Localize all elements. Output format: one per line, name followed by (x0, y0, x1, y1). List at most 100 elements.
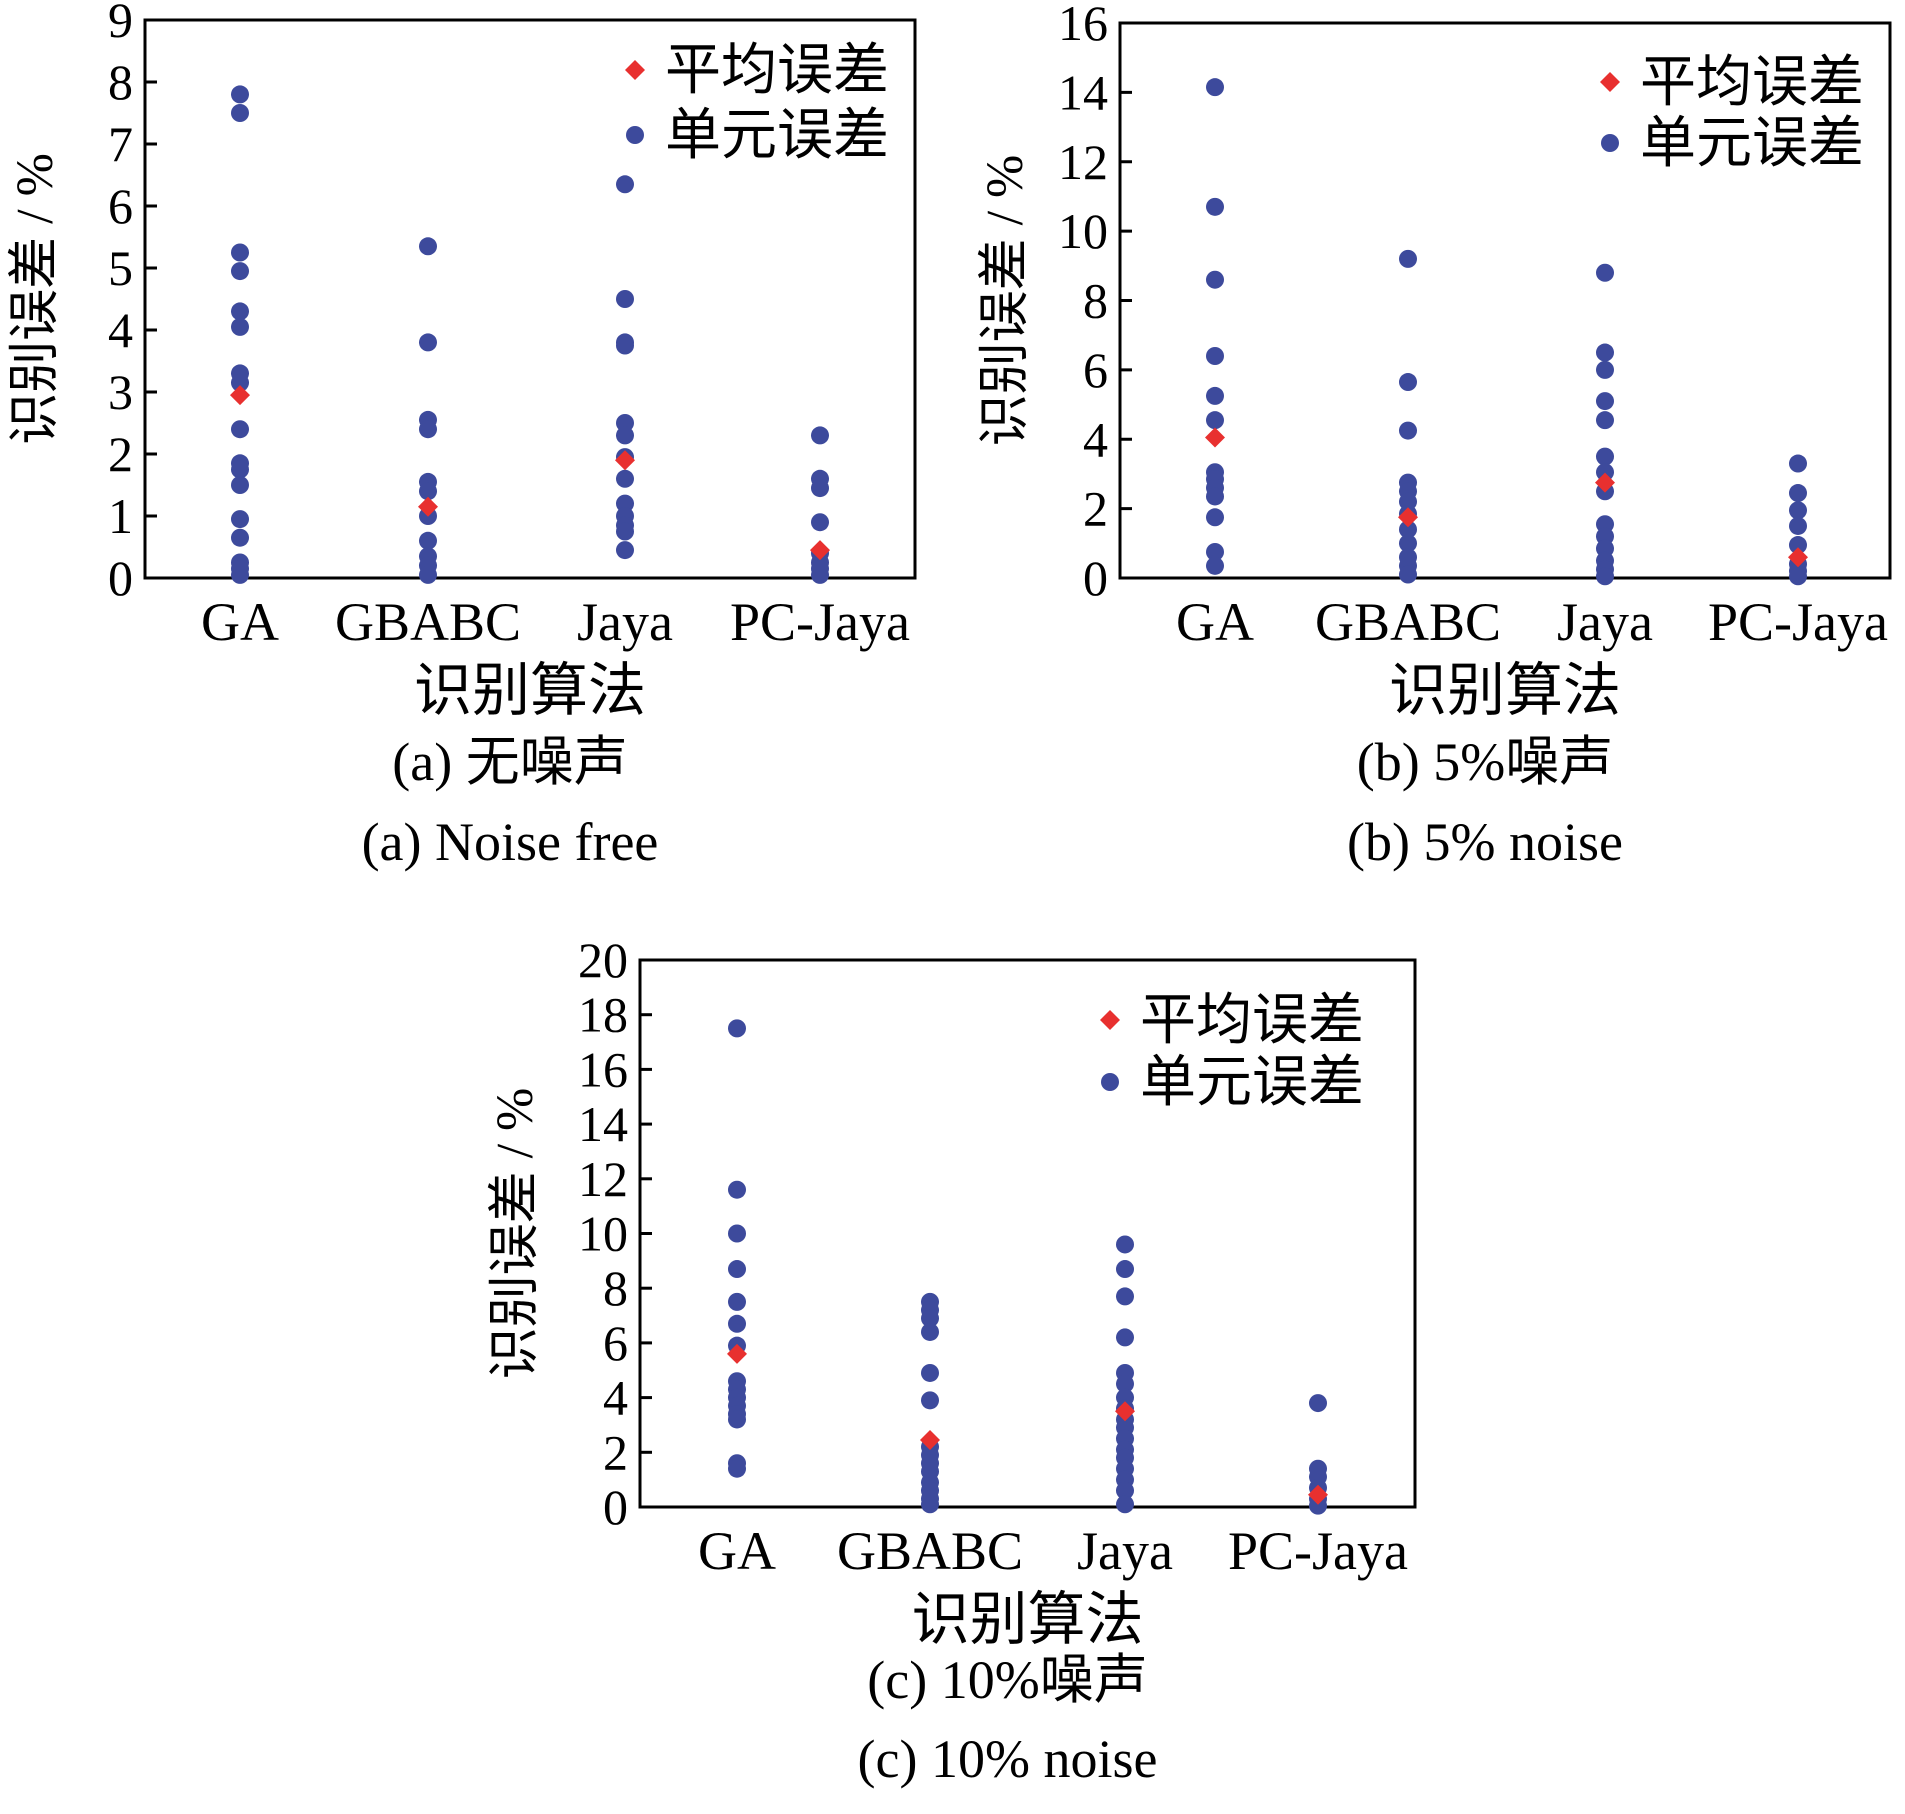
unit-error-point (1789, 501, 1807, 520)
caption-cn: (c) 10%噪声 (867, 1650, 1147, 1710)
y-tick-label: 7 (108, 116, 133, 172)
y-tick-label: 12 (1058, 134, 1108, 190)
unit-error-point (1789, 454, 1807, 473)
unit-error-point (1116, 1328, 1134, 1347)
unit-error-point (1116, 1374, 1134, 1393)
x-category-label: Jaya (577, 592, 673, 652)
unit-error-point (419, 482, 437, 501)
y-tick-label: 16 (578, 1041, 628, 1097)
unit-error-point (728, 1292, 746, 1311)
unit-error-point (1596, 392, 1614, 411)
mean-error-marker (810, 540, 830, 561)
x-category-label: PC-Jaya (730, 592, 910, 652)
legend-unit-label: 单元误差 (1640, 113, 1864, 175)
y-tick-label: 2 (603, 1424, 628, 1480)
y-tick-label: 12 (578, 1151, 628, 1207)
unit-error-point (1596, 360, 1614, 379)
y-axis-label: 识别误差 / % (977, 155, 1034, 447)
unit-error-point (921, 1309, 939, 1328)
unit-error-point (419, 237, 437, 256)
unit-error-point (231, 420, 249, 439)
legend-mean-label: 平均误差 (1640, 52, 1864, 114)
caption-cn: (b) 5%噪声 (1357, 732, 1613, 792)
unit-error-point (616, 541, 634, 560)
mean-error-marker (1205, 427, 1225, 448)
unit-error-point (419, 565, 437, 584)
unit-error-point (728, 1260, 746, 1279)
unit-error-point (1399, 421, 1417, 440)
unit-error-point (616, 426, 634, 445)
y-tick-label: 2 (108, 426, 133, 482)
x-category-label: PC-Jaya (1708, 592, 1888, 652)
legend-mean-label: 平均误差 (665, 40, 889, 102)
y-axis-label: 识别误差 / % (487, 1088, 544, 1380)
x-category-label: Jaya (1077, 1521, 1173, 1581)
unit-error-point (231, 565, 249, 584)
unit-error-point (231, 317, 249, 336)
y-tick-label: 10 (1058, 203, 1108, 259)
unit-error-point (728, 1459, 746, 1478)
unit-error-point (231, 262, 249, 281)
y-tick-label: 14 (578, 1096, 628, 1152)
x-category-label: PC-Jaya (1228, 1521, 1408, 1581)
unit-error-point (728, 1314, 746, 1333)
y-tick-label: 0 (108, 550, 133, 606)
unit-error-point (1789, 567, 1807, 586)
unit-error-point (231, 85, 249, 104)
unit-error-point (1116, 1287, 1134, 1306)
unit-error-point (1596, 411, 1614, 430)
legend-mean-label: 平均误差 (1140, 990, 1364, 1052)
y-tick-label: 4 (603, 1370, 628, 1426)
mean-error-marker (1788, 547, 1808, 568)
unit-error-point (921, 1322, 939, 1341)
x-axis-label: 识别算法 (911, 1587, 1143, 1652)
legend-unit-marker (1101, 1073, 1119, 1091)
unit-error-point (1206, 487, 1224, 506)
x-category-label: GBABC (1315, 592, 1501, 652)
unit-error-point (616, 494, 634, 513)
unit-error-point (616, 336, 634, 355)
legend-unit-label: 单元误差 (1140, 1052, 1364, 1114)
unit-error-point (728, 1180, 746, 1199)
unit-error-point (616, 175, 634, 194)
mean-error-marker (615, 450, 635, 471)
unit-error-point (728, 1224, 746, 1243)
y-tick-label: 4 (108, 302, 133, 358)
unit-error-point (419, 531, 437, 550)
unit-error-point (1206, 270, 1224, 289)
unit-error-point (616, 522, 634, 541)
unit-error-point (231, 510, 249, 529)
y-tick-label: 8 (603, 1260, 628, 1316)
unit-error-point (616, 469, 634, 488)
caption-en: (b) 5% noise (1347, 812, 1623, 872)
y-tick-label: 8 (108, 54, 133, 110)
unit-error-point (231, 373, 249, 392)
y-tick-label: 9 (108, 0, 133, 48)
unit-error-point (231, 476, 249, 494)
unit-error-point (1399, 534, 1417, 553)
unit-error-point (811, 479, 829, 498)
unit-error-point (921, 1495, 939, 1514)
x-category-label: Jaya (1557, 592, 1653, 652)
unit-error-point (1399, 520, 1417, 539)
chart-panel-a: 0 1 2 3 4 5 6 7 8 9 GA GBABC Jaya PC-Jaya 识别算法 识别误差 / %… (7, 0, 917, 872)
y-tick-label: 0 (603, 1479, 628, 1535)
unit-error-point (231, 302, 249, 321)
unit-error-point (921, 1363, 939, 1382)
mean-error-marker (1308, 1484, 1328, 1505)
mean-error-marker (418, 496, 438, 517)
legend-unit-marker (1601, 134, 1619, 152)
y-tick-label: 4 (1083, 411, 1108, 467)
chart-panel-b: 0 2 4 6 8 10 12 14 16 GA GBABC Jaya PC-Jaya 识别算法 识别误差 … (977, 0, 1892, 872)
x-category-label: GBABC (837, 1521, 1023, 1581)
unit-error-point (419, 333, 437, 352)
y-tick-label: 3 (108, 364, 133, 420)
legend-mean-marker (625, 60, 645, 80)
unit-error-point (1399, 249, 1417, 268)
unit-error-point (1206, 78, 1224, 97)
